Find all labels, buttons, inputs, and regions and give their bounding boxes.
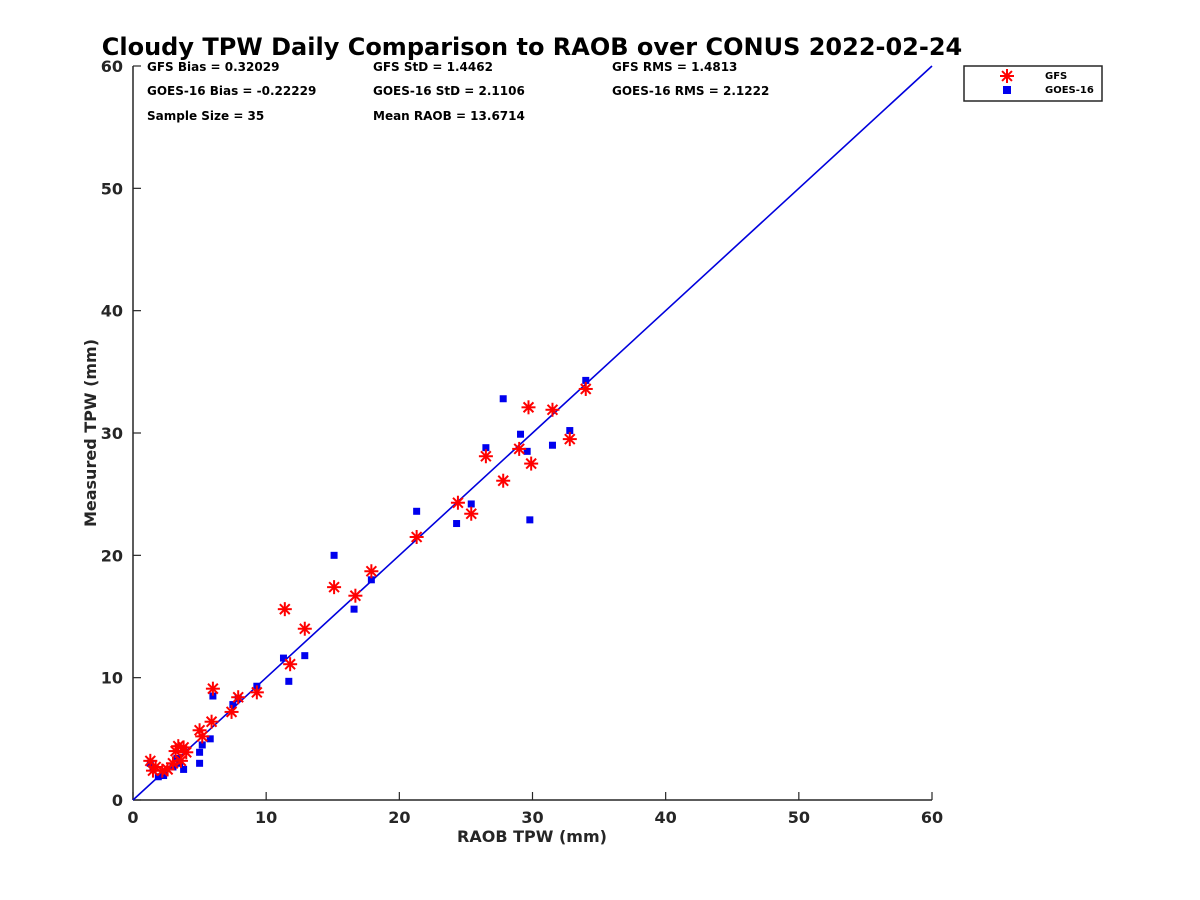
- gfs-point: [524, 456, 539, 471]
- goes16-point: [330, 551, 338, 559]
- goes16-point: [160, 772, 168, 780]
- mean-raob-text: Mean RAOB = 13.6714: [373, 109, 525, 123]
- goes16-point: [229, 701, 237, 709]
- goes16-point: [196, 748, 204, 756]
- x-tick-label: 10: [255, 808, 277, 827]
- goes16-point: [198, 741, 206, 749]
- gfs-point: [205, 681, 220, 696]
- gfs-point: [327, 580, 342, 595]
- goes16-point: [582, 376, 590, 384]
- y-tick-label: 20: [101, 546, 123, 565]
- one-to-one-line: [132, 65, 933, 801]
- goes-rms-text: GOES-16 RMS = 2.1222: [612, 84, 769, 98]
- legend-goes-label: GOES-16: [1045, 85, 1094, 96]
- legend-gfs-marker: [1000, 69, 1014, 83]
- gfs-point: [562, 432, 577, 447]
- goes16-point: [350, 605, 358, 613]
- gfs-rms-text: GFS RMS = 1.4813: [612, 60, 737, 74]
- y-tick-label: 10: [101, 669, 123, 688]
- goes16-point: [180, 765, 188, 773]
- sample-size-text: Sample Size = 35: [147, 109, 264, 123]
- gfs-point: [478, 449, 493, 464]
- goes16-point: [523, 447, 531, 455]
- goes16-point: [482, 444, 490, 452]
- x-tick-label: 0: [127, 808, 138, 827]
- goes16-point: [548, 441, 556, 449]
- y-tick-label: 30: [101, 424, 123, 443]
- goes16-point: [499, 395, 507, 403]
- x-tick-label: 40: [655, 808, 677, 827]
- chart-title: Cloudy TPW Daily Comparison to RAOB over…: [102, 33, 962, 61]
- gfs-point: [204, 714, 219, 729]
- y-tick-label: 60: [101, 57, 123, 76]
- goes16-point: [209, 692, 217, 700]
- goes16-point: [467, 500, 475, 508]
- legend-goes-marker: [1003, 86, 1011, 94]
- gfs-point: [283, 657, 298, 672]
- gfs-point: [297, 621, 312, 636]
- gfs-point: [173, 753, 188, 768]
- gfs-point: [231, 690, 246, 705]
- legend-gfs-asterisk: [1000, 69, 1014, 83]
- legend-box: [963, 65, 1103, 102]
- gfs-point: [224, 704, 239, 719]
- gfs-point: [179, 745, 194, 760]
- gfs-point: [545, 402, 560, 417]
- gfs-point: [409, 529, 424, 544]
- legend: GFS GOES-16: [963, 65, 1103, 102]
- gfs-bias-text: GFS Bias = 0.32029: [147, 60, 279, 74]
- x-tick-label: 50: [788, 808, 810, 827]
- y-tick-label: 50: [101, 179, 123, 198]
- gfs-point: [512, 441, 527, 456]
- gfs-std-text: GFS StD = 1.4462: [373, 60, 493, 74]
- goes16-point: [367, 576, 375, 584]
- goes16-point: [301, 652, 309, 660]
- goes16-point: [279, 654, 287, 662]
- goes16-point: [413, 507, 421, 515]
- x-tick-label: 20: [388, 808, 410, 827]
- gfs-point: [364, 564, 379, 579]
- gfs-point: [348, 588, 363, 603]
- goes16-point: [196, 759, 204, 767]
- gfs-point: [578, 381, 593, 396]
- axis-ticks: 0 10 20 30 40 50 60 0 10 20 30 40 50 60: [101, 57, 943, 827]
- goes16-point: [453, 520, 461, 528]
- x-tick-label: 60: [921, 808, 943, 827]
- gfs-point: [277, 602, 292, 617]
- goes16-point: [566, 427, 574, 435]
- goes-bias-text: GOES-16 Bias = -0.22229: [147, 84, 316, 98]
- gfs-point: [195, 729, 210, 744]
- x-tick-label: 30: [521, 808, 543, 827]
- y-tick-label: 40: [101, 302, 123, 321]
- legend-gfs-label: GFS: [1045, 71, 1067, 82]
- gfs-point: [450, 495, 465, 510]
- gfs-point: [496, 473, 511, 488]
- goes16-point: [154, 773, 162, 781]
- goes16-point: [285, 677, 293, 685]
- gfs-point: [464, 506, 479, 521]
- x-axis-label: RAOB TPW (mm): [457, 827, 607, 846]
- y-tick-label: 0: [112, 791, 123, 810]
- goes16-point: [526, 516, 534, 524]
- goes16-point: [206, 735, 214, 743]
- y-axis-label: Measured TPW (mm): [81, 339, 100, 527]
- gfs-point: [249, 685, 264, 700]
- goes16-point: [517, 430, 525, 438]
- gfs-point: [521, 400, 536, 415]
- data-points: [143, 376, 593, 781]
- goes-std-text: GOES-16 StD = 2.1106: [373, 84, 525, 98]
